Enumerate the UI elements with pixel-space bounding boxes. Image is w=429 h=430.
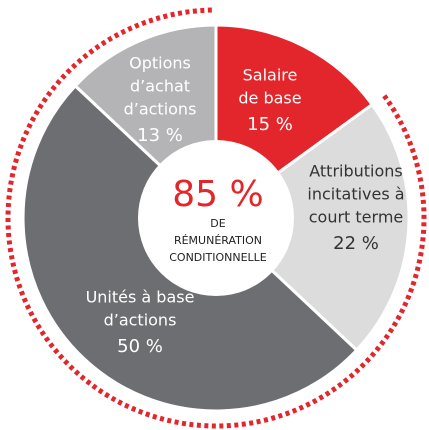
slice-label: court terme [309, 208, 404, 227]
slice-label: Options [129, 54, 191, 73]
value-label: 50 % [117, 336, 163, 357]
slice-label: Attributions [309, 162, 403, 181]
slice-label: incitatives à [307, 185, 404, 204]
center-text: RÉMUNÉRATION [174, 234, 262, 247]
slice-label: Salaire [243, 66, 298, 85]
slice [213, 102, 411, 353]
slice-label: de base [238, 89, 301, 108]
center-value: 85 % [172, 174, 263, 215]
value-label: 15 % [247, 114, 293, 135]
center-text: CONDITIONNELLE [169, 251, 267, 264]
slice-label: Unités à base [86, 288, 195, 307]
center-text: DE [210, 217, 225, 230]
center-circle [138, 140, 294, 296]
slice-label: d’actions [104, 311, 177, 330]
slice-label: d’actions [124, 100, 197, 119]
value-label: 13 % [137, 125, 183, 146]
slice-label: d’achat [130, 77, 190, 96]
highlight-arc [5, 7, 427, 429]
value-label: 22 % [333, 233, 379, 254]
